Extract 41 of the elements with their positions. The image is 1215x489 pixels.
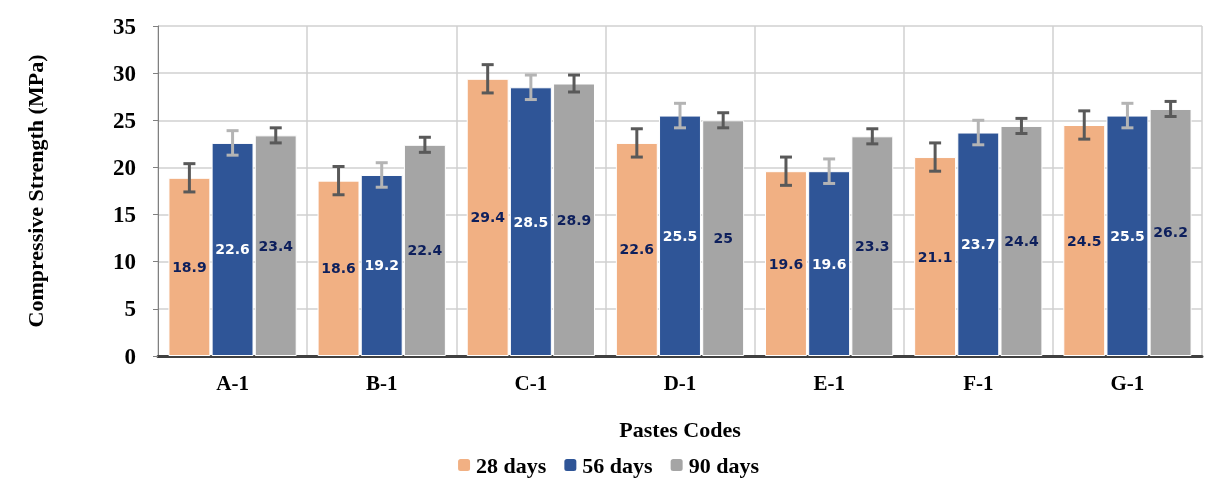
data-label: 29.4 xyxy=(470,209,506,226)
data-label: 25 xyxy=(713,230,733,247)
data-label: 28.9 xyxy=(556,211,592,228)
x-tick-label: G-1 xyxy=(1110,370,1145,395)
x-tick-label: A-1 xyxy=(216,370,249,395)
data-label: 22.6 xyxy=(619,241,655,258)
data-label: 19.6 xyxy=(768,255,804,272)
data-label: 24.4 xyxy=(1004,232,1039,249)
data-label: 26.2 xyxy=(1153,224,1188,241)
y-tick-label: 5 xyxy=(124,296,136,322)
data-label: 23.7 xyxy=(961,236,996,253)
data-label: 19.2 xyxy=(364,257,399,274)
x-tick-label: E-1 xyxy=(813,370,845,395)
data-label: 21.1 xyxy=(917,248,953,265)
data-label: 24.5 xyxy=(1066,232,1102,249)
y-tick-label: 30 xyxy=(113,60,136,86)
legend-label: 28 days xyxy=(476,452,547,478)
data-label: 25.5 xyxy=(1110,227,1145,244)
data-label: 22.6 xyxy=(215,241,250,258)
x-tick-label: D-1 xyxy=(663,370,697,395)
x-tick-label: F-1 xyxy=(963,370,994,395)
data-label: 28.5 xyxy=(513,213,549,230)
legend-label: 56 days xyxy=(582,452,654,478)
y-tick-label: 0 xyxy=(124,343,136,369)
data-label: 22.4 xyxy=(407,242,443,259)
x-tick-label: C-1 xyxy=(514,370,548,395)
y-tick-label: 15 xyxy=(113,202,136,228)
x-axis-title: Pastes Codes xyxy=(619,416,742,442)
x-tick-label: B-1 xyxy=(365,370,398,395)
data-label: 23.4 xyxy=(258,237,294,254)
y-tick-label: 25 xyxy=(113,107,136,133)
data-label: 25.5 xyxy=(662,227,698,244)
data-label: 23.3 xyxy=(855,238,890,255)
y-tick-label: 10 xyxy=(113,249,136,275)
y-axis-title: Compressive Strength (MPa) xyxy=(22,54,48,328)
y-tick-label: 35 xyxy=(113,13,136,39)
legend-label: 90 days xyxy=(688,452,760,478)
data-label: 18.6 xyxy=(321,260,356,277)
data-label: 19.6 xyxy=(811,255,847,272)
data-label: 18.9 xyxy=(172,258,207,275)
y-tick-label: 20 xyxy=(113,154,136,180)
